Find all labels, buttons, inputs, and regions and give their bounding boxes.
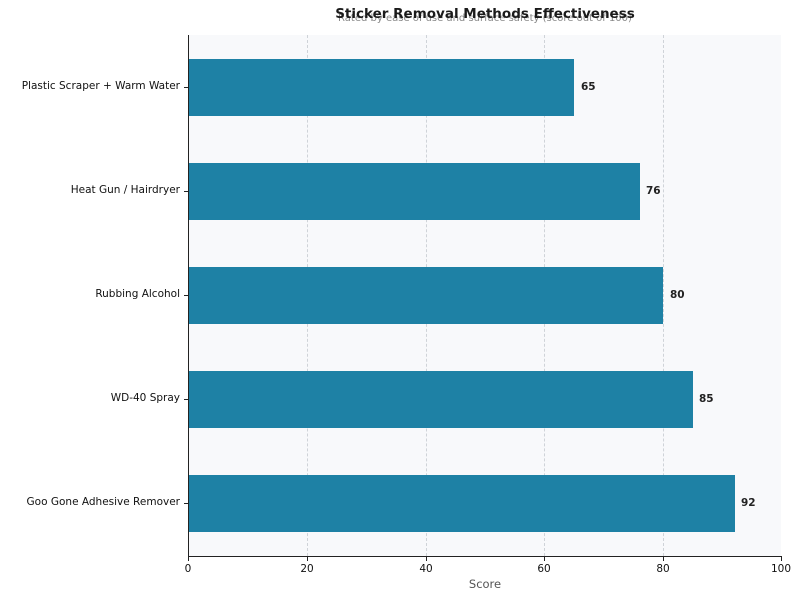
bar-heat-gun (189, 163, 640, 220)
y-axis (188, 35, 189, 557)
value-label: 76 (646, 185, 661, 197)
value-label: 92 (741, 497, 756, 509)
x-tick-label: 80 (656, 563, 670, 575)
bar-rubbing-alcohol (189, 267, 663, 324)
x-axis (188, 556, 782, 557)
xtick (544, 557, 545, 561)
y-category-label: Rubbing Alcohol (95, 288, 180, 300)
chart-subtitle: Rated by ease of use and surface safety … (338, 13, 632, 24)
bar-plastic-scraper (189, 59, 574, 116)
x-tick-label: 0 (184, 563, 192, 575)
x-tick-label: 60 (537, 563, 551, 575)
value-label: 80 (670, 289, 685, 301)
x-tick-label: 40 (419, 563, 433, 575)
y-category-label: WD-40 Spray (110, 392, 180, 404)
bar-wd40 (189, 371, 693, 428)
bar-goo-gone (189, 475, 735, 532)
chart-title: Sticker Removal Methods Effectiveness (335, 6, 635, 22)
value-label: 85 (699, 393, 714, 405)
ytick (184, 295, 188, 296)
ytick (184, 191, 188, 192)
xtick (307, 557, 308, 561)
x-tick-label: 20 (300, 563, 314, 575)
ytick (184, 87, 188, 88)
y-category-label: Goo Gone Adhesive Remover (26, 496, 180, 508)
ytick (184, 503, 188, 504)
xtick (188, 557, 189, 561)
gridline-80 (663, 35, 664, 556)
x-tick-label: 100 (770, 563, 792, 575)
xtick (663, 557, 664, 561)
y-category-label: Heat Gun / Hairdryer (70, 184, 180, 196)
xtick (781, 557, 782, 561)
x-axis-label: Score (468, 577, 502, 591)
xtick (426, 557, 427, 561)
ytick (184, 399, 188, 400)
y-category-label: Plastic Scraper + Warm Water (21, 80, 180, 92)
value-label: 65 (581, 81, 596, 93)
